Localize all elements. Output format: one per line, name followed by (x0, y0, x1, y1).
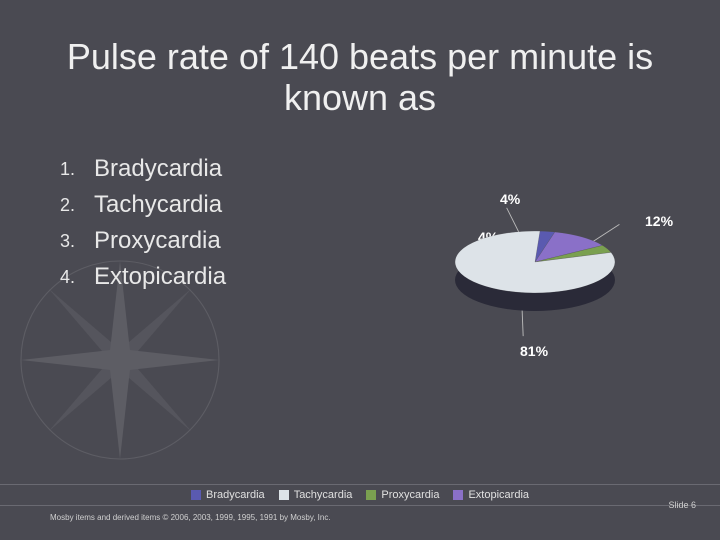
option-4: Extopicardia (60, 259, 360, 295)
content-row: Bradycardia Tachycardia Proxycardia Exto… (0, 131, 720, 371)
pie-top (455, 231, 615, 293)
legend-swatch (453, 490, 463, 500)
legend-item-proxycardia: Proxycardia (366, 489, 439, 501)
legend-label: Proxycardia (381, 489, 439, 501)
legend-swatch (366, 490, 376, 500)
copyright-text: Mosby items and derived items © 2006, 20… (50, 513, 331, 522)
legend-label: Extopicardia (468, 489, 529, 501)
chart-legend: Bradycardia Tachycardia Proxycardia Exto… (0, 484, 720, 506)
legend-swatch (191, 490, 201, 500)
legend-item-tachycardia: Tachycardia (279, 489, 353, 501)
legend-item-extopicardia: Extopicardia (453, 489, 529, 501)
option-2: Tachycardia (60, 187, 360, 223)
slide-number: Slide 6 (668, 500, 696, 510)
pie-3d-body (455, 231, 615, 311)
pie-chart: 4% 12% 4% 81% (360, 151, 690, 371)
option-1: Bradycardia (60, 151, 360, 187)
answer-options-list: Bradycardia Tachycardia Proxycardia Exto… (60, 151, 360, 371)
legend-label: Tachycardia (294, 489, 353, 501)
legend-label: Bradycardia (206, 489, 265, 501)
slide-title: Pulse rate of 140 beats per minute is kn… (0, 0, 720, 131)
legend-swatch (279, 490, 289, 500)
option-3: Proxycardia (60, 223, 360, 259)
legend-item-bradycardia: Bradycardia (191, 489, 265, 501)
